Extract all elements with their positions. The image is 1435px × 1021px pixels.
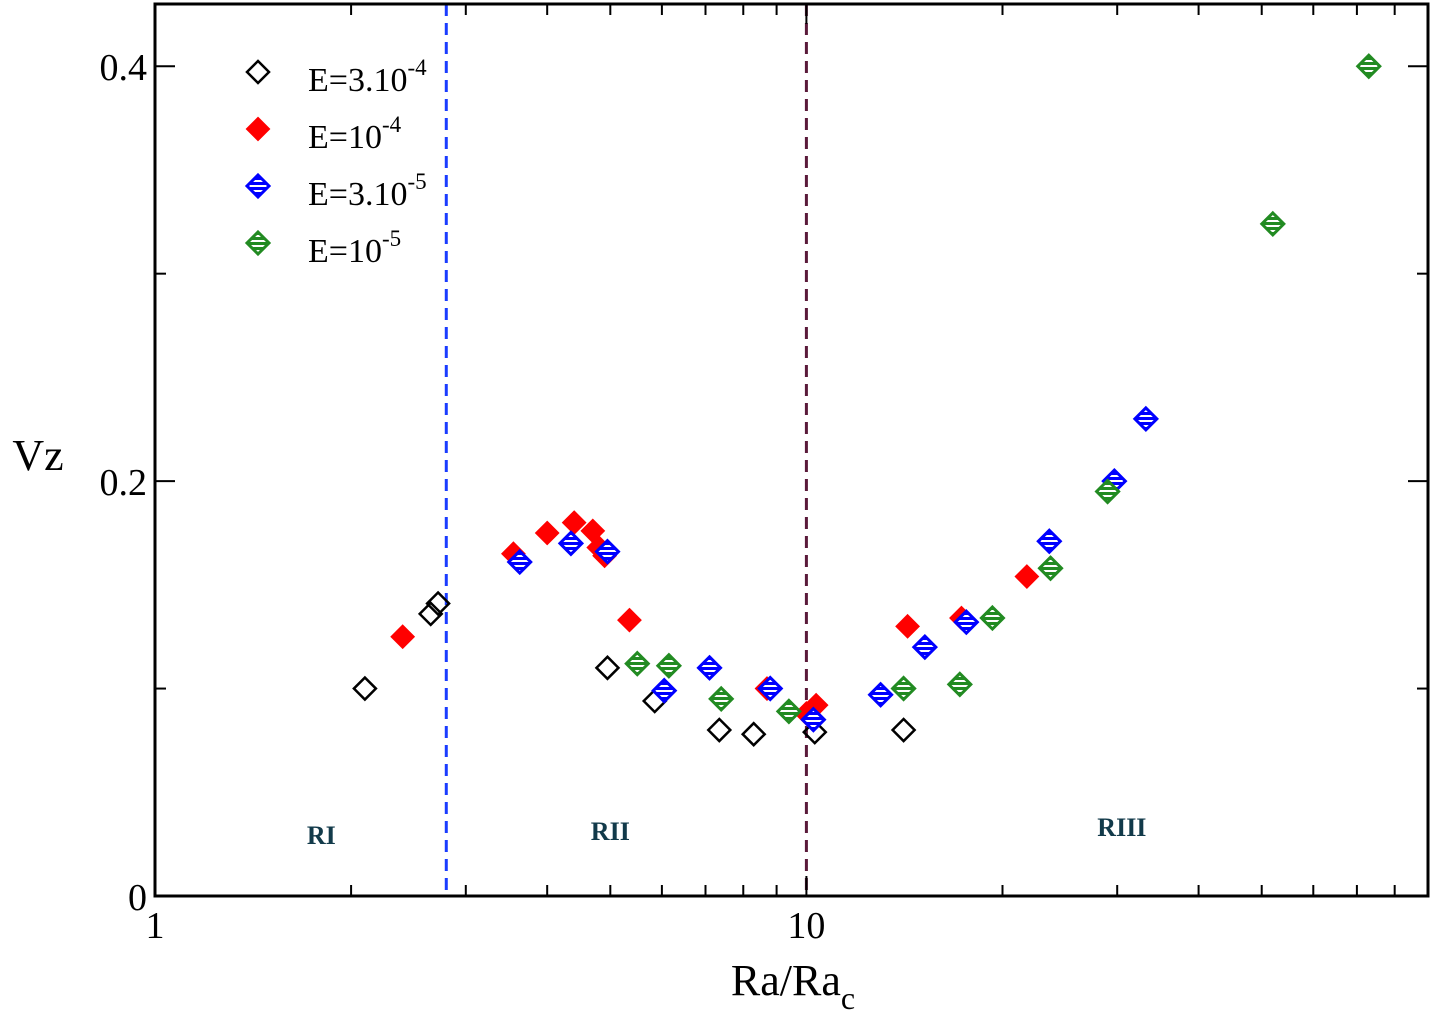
data-point xyxy=(352,675,378,702)
data-point xyxy=(651,677,678,704)
data-point xyxy=(1037,555,1064,582)
legend-label: E=3.10-5 xyxy=(308,169,427,213)
legend-label: E=3.10-4 xyxy=(308,55,427,99)
legend-item: E=10-5 xyxy=(244,226,401,270)
data-point xyxy=(757,675,784,702)
data-point xyxy=(1094,478,1121,505)
data-point xyxy=(617,607,642,633)
legend-marker xyxy=(244,229,272,257)
data-point xyxy=(696,654,723,681)
data-point xyxy=(417,601,444,627)
legend-marker xyxy=(245,116,271,142)
legend-label-exponent: -4 xyxy=(382,112,402,137)
legend-marker xyxy=(245,59,271,85)
region-label: RIII xyxy=(1097,813,1146,842)
data-point xyxy=(800,706,827,733)
y-tick-label: 0.4 xyxy=(100,47,148,89)
data-point xyxy=(706,717,733,743)
data-point xyxy=(895,613,921,639)
legend-label-base: E=3.10 xyxy=(308,176,407,213)
legend-marker xyxy=(244,172,272,200)
data-point xyxy=(534,520,560,546)
y-tick-label: 0 xyxy=(128,877,147,919)
legend-label-base: E=10 xyxy=(308,233,382,270)
x-axis-label-main: Ra/Ra xyxy=(731,956,841,1005)
data-point xyxy=(1259,210,1286,238)
y-axis-label: Vz xyxy=(12,431,63,480)
data-point xyxy=(946,671,973,698)
series-group xyxy=(624,53,1382,725)
x-tick-label: 1 xyxy=(146,905,165,947)
axis-labels-layer: Vz Ra/Rac xyxy=(12,431,855,1016)
data-point xyxy=(953,609,980,636)
data-point xyxy=(425,590,451,617)
data-points-layer xyxy=(352,53,1382,747)
legend-item: E=3.10-4 xyxy=(245,55,427,99)
data-point xyxy=(594,655,621,681)
legend-label-exponent: -5 xyxy=(382,226,401,251)
data-point xyxy=(740,721,767,747)
data-point xyxy=(655,652,682,679)
legend-label: E=10-4 xyxy=(308,112,402,156)
data-point xyxy=(890,675,917,702)
x-axis-label: Ra/Rac xyxy=(731,956,855,1016)
legend-label: E=10-5 xyxy=(308,226,401,270)
data-point xyxy=(1036,528,1063,555)
data-point xyxy=(911,633,938,661)
data-point xyxy=(1132,405,1159,433)
plot-frame xyxy=(153,2,1430,898)
series-group xyxy=(506,405,1159,733)
data-point xyxy=(557,530,585,557)
legend-label-exponent: -4 xyxy=(407,55,427,80)
data-point xyxy=(1355,53,1382,80)
data-point xyxy=(624,650,651,677)
series-group xyxy=(352,590,917,747)
data-point xyxy=(708,685,735,713)
data-point xyxy=(390,624,416,650)
data-point xyxy=(594,538,621,565)
x-tick-label: 10 xyxy=(787,905,825,947)
axis-ticks-layer: 1 10 0 0.2 0.4 xyxy=(100,4,1429,947)
data-point xyxy=(775,698,803,725)
legend-item: E=3.10-5 xyxy=(244,169,427,213)
region-boundary-layer xyxy=(444,4,808,896)
data-point xyxy=(1014,564,1040,589)
x-axis-label-subscript: c xyxy=(841,980,855,1016)
region-label: RI xyxy=(307,821,336,850)
legend-label-base: E=3.10 xyxy=(308,62,407,99)
legend-label-exponent: -5 xyxy=(407,169,426,194)
y-tick-label: 0.2 xyxy=(100,462,148,504)
data-point xyxy=(801,719,828,745)
region-label-layer: RI RII RIII xyxy=(307,813,1147,850)
data-point xyxy=(506,548,533,576)
legend: E=3.10-4E=10-4E=3.10-5E=10-5 xyxy=(244,55,427,270)
data-point xyxy=(890,717,917,743)
legend-label-base: E=10 xyxy=(308,119,382,156)
data-point xyxy=(867,681,894,708)
region-label: RII xyxy=(591,817,630,846)
legend-item: E=10-4 xyxy=(245,112,402,156)
data-point xyxy=(979,604,1006,632)
